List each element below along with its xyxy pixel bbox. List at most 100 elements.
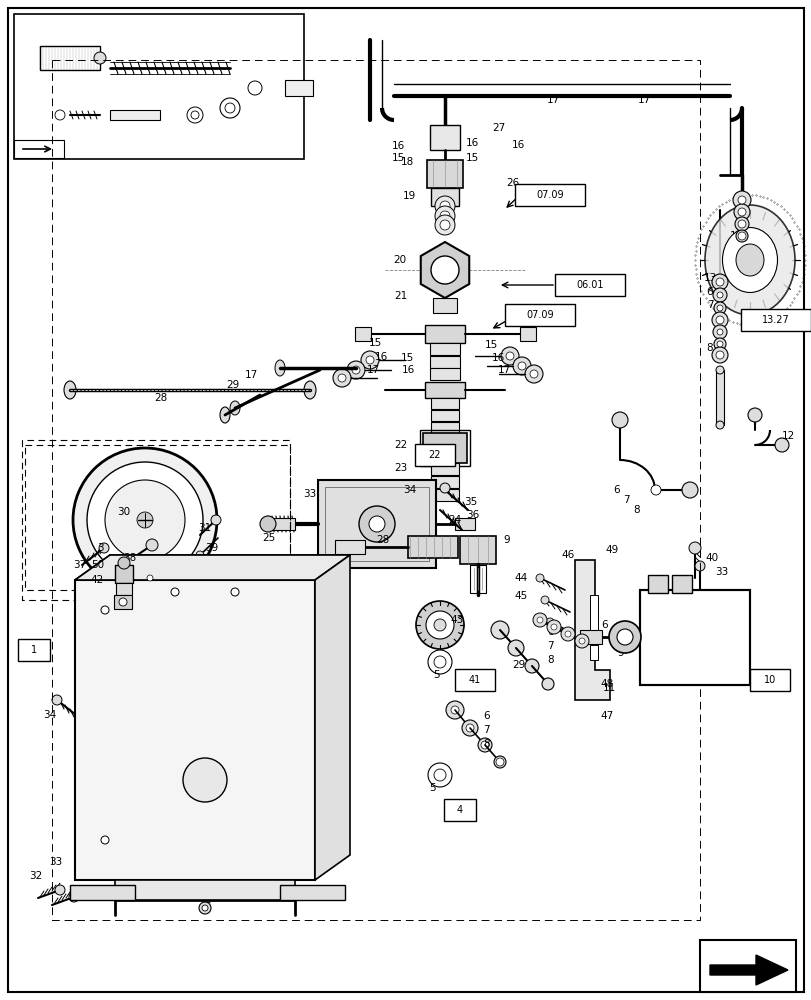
Circle shape [737, 232, 745, 240]
Circle shape [536, 617, 543, 623]
Text: 29: 29 [226, 380, 240, 390]
Text: 16: 16 [401, 365, 414, 375]
Circle shape [737, 208, 745, 216]
Circle shape [737, 220, 745, 228]
Text: 17: 17 [637, 95, 650, 105]
Circle shape [560, 627, 574, 641]
Circle shape [735, 230, 747, 242]
Circle shape [87, 462, 203, 578]
Bar [579, 630, 601, 644]
Circle shape [774, 438, 788, 452]
Text: 21: 21 [394, 291, 407, 301]
Text: 16: 16 [375, 352, 388, 362]
Circle shape [716, 341, 722, 347]
Circle shape [346, 361, 365, 379]
Ellipse shape [156, 110, 164, 120]
Text: 8: 8 [483, 739, 489, 749]
Circle shape [608, 621, 640, 653]
Circle shape [713, 338, 725, 350]
Ellipse shape [704, 205, 794, 315]
Text: 15: 15 [401, 353, 414, 363]
Bar [431, 463, 458, 475]
Circle shape [187, 107, 203, 123]
Text: 22: 22 [394, 440, 407, 450]
Bar [504, 304, 574, 326]
Text: 24: 24 [448, 515, 461, 525]
Polygon shape [709, 955, 787, 985]
Text: 2: 2 [204, 895, 210, 905]
Text: 47: 47 [599, 711, 612, 721]
Polygon shape [315, 555, 350, 880]
Text: 37: 37 [73, 560, 86, 570]
Bar [109, 110, 160, 120]
Bar [740, 309, 810, 331]
Circle shape [69, 892, 79, 902]
Circle shape [440, 211, 449, 221]
Text: 9: 9 [616, 648, 623, 658]
Circle shape [202, 905, 208, 911]
Circle shape [119, 598, 127, 606]
Text: 1: 1 [31, 645, 37, 655]
Circle shape [366, 356, 374, 364]
Bar [431, 489, 458, 501]
Bar [115, 880, 294, 900]
Circle shape [433, 656, 445, 668]
Text: 28: 28 [155, 393, 168, 403]
Text: 17: 17 [244, 370, 258, 380]
Circle shape [461, 720, 478, 736]
Text: 16: 16 [512, 140, 525, 150]
Bar [424, 382, 465, 398]
Circle shape [737, 196, 745, 204]
Text: 12: 12 [781, 431, 794, 441]
Circle shape [105, 480, 185, 560]
Circle shape [433, 769, 445, 781]
Text: 06.01: 06.01 [576, 280, 603, 290]
Text: 50: 50 [91, 560, 104, 570]
Bar [554, 274, 624, 296]
Ellipse shape [106, 110, 114, 120]
Text: 19: 19 [402, 191, 415, 201]
Bar [639, 590, 749, 685]
Circle shape [689, 542, 700, 554]
Text: 38: 38 [122, 553, 135, 563]
Circle shape [440, 201, 449, 211]
Circle shape [171, 588, 178, 596]
Bar [699, 940, 795, 992]
Text: 6: 6 [547, 627, 553, 637]
Circle shape [496, 758, 504, 766]
Ellipse shape [715, 366, 723, 374]
Circle shape [616, 629, 633, 645]
Circle shape [440, 483, 449, 493]
Text: 16: 16 [391, 141, 405, 151]
Ellipse shape [33, 46, 47, 70]
Text: 31: 31 [198, 523, 211, 533]
Bar [590, 595, 597, 635]
Text: 43: 43 [450, 615, 463, 625]
Bar [335, 540, 365, 554]
Text: 17: 17 [546, 95, 560, 105]
Circle shape [513, 357, 530, 375]
Circle shape [118, 557, 130, 569]
Text: 6: 6 [483, 711, 489, 721]
Circle shape [337, 374, 345, 382]
Text: 15: 15 [466, 153, 478, 163]
Text: 49: 49 [604, 545, 617, 555]
Text: 39: 39 [204, 543, 218, 553]
Text: 15: 15 [735, 217, 749, 227]
Circle shape [493, 756, 505, 768]
Circle shape [333, 369, 350, 387]
Text: 8: 8 [633, 505, 639, 515]
Circle shape [715, 351, 723, 359]
Text: 7: 7 [706, 300, 713, 310]
Text: 32: 32 [28, 871, 42, 881]
Bar [444, 799, 475, 821]
Circle shape [445, 701, 463, 719]
Circle shape [426, 611, 453, 639]
Text: 41: 41 [468, 675, 481, 685]
Circle shape [351, 366, 359, 374]
Circle shape [220, 98, 240, 118]
Circle shape [525, 659, 539, 673]
Circle shape [440, 220, 449, 230]
Bar [672, 575, 691, 593]
Text: 5: 5 [433, 670, 440, 680]
